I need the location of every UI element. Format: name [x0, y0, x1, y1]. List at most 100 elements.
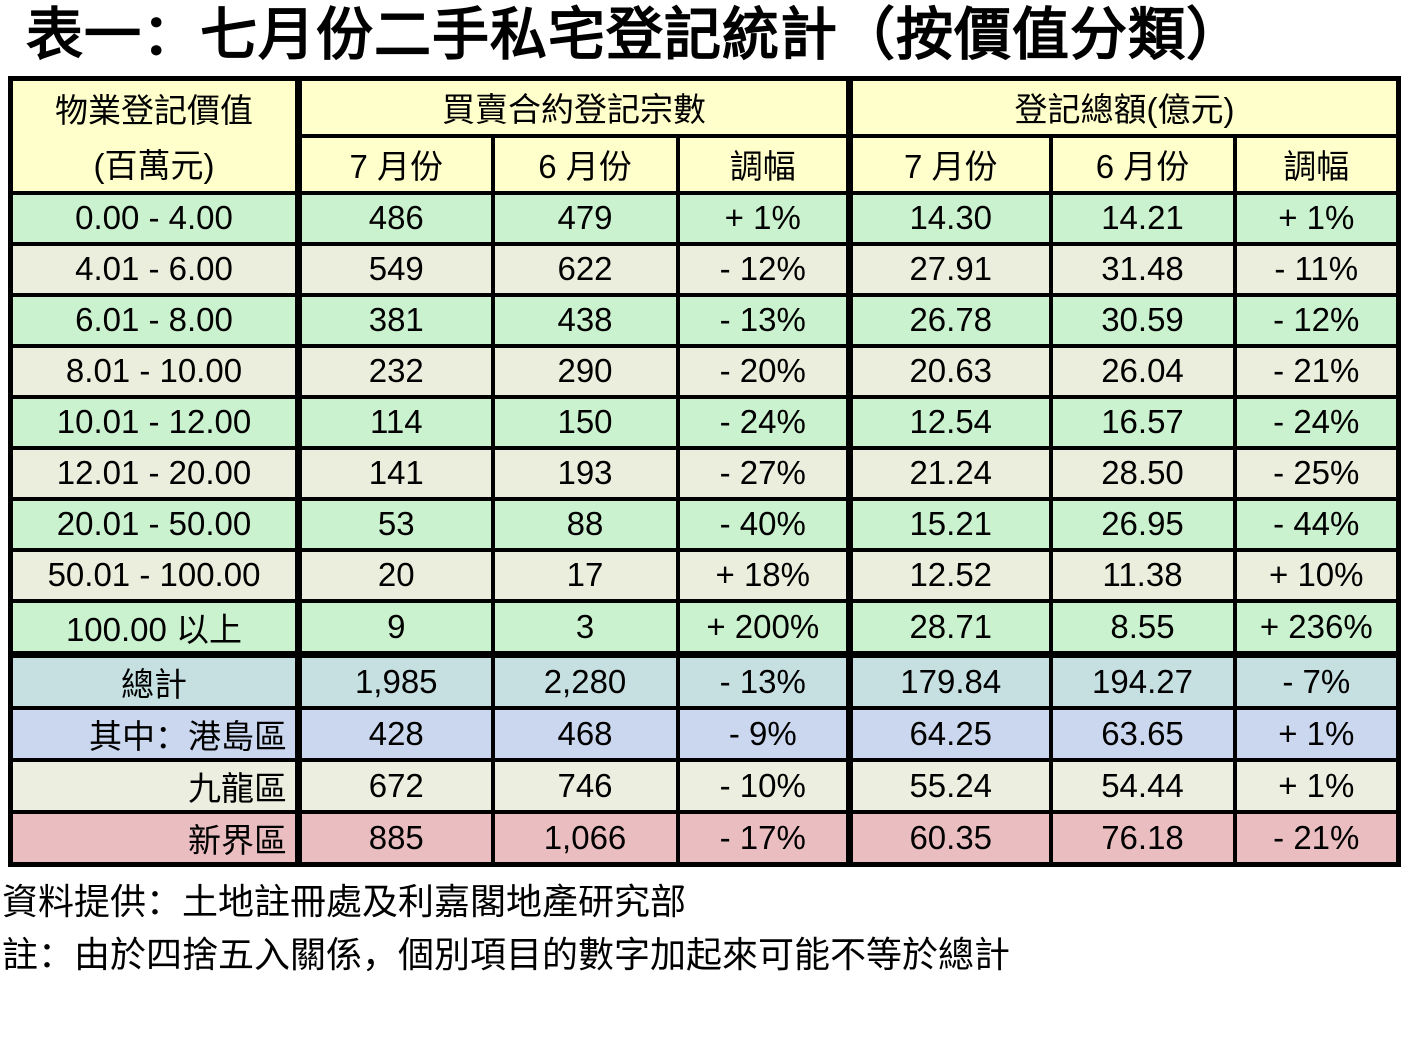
table-cell: 26.78: [846, 292, 1053, 348]
table-cell: + 10%: [1232, 547, 1401, 603]
table-cell: 1,985: [295, 650, 495, 710]
page-title: 表一：七月份二手私宅登記統計（按價值分類）: [26, 3, 1244, 67]
table-cell: 549: [295, 241, 495, 297]
table-cell: 232: [295, 343, 495, 399]
header-group-row: 物業登記價值 (百萬元) 買賣合約登記宗數 登記總額(億元): [8, 76, 1401, 195]
table-cell: 179.84: [846, 650, 1053, 710]
table-row: 100.00 以上 9 3 + 200% 28.71 8.55 + 236%: [8, 598, 1401, 657]
table-cell: 486: [295, 190, 495, 246]
table-cell: 30.59: [1048, 292, 1237, 348]
table-cell: 11.38: [1048, 547, 1237, 603]
table-cell: 479: [490, 190, 680, 246]
total-row: 總計 1,985 2,280 - 13% 179.84 194.27 - 7%: [8, 650, 1401, 710]
table-cell: 60.35: [846, 809, 1053, 867]
table-cell: 26.04: [1048, 343, 1237, 399]
table-row: 50.01 - 100.00 20 17 + 18% 12.52 11.38 +…: [8, 547, 1401, 603]
table-row: 20.01 - 50.00 53 88 - 40% 15.21 26.95 - …: [8, 496, 1401, 552]
table-row: 6.01 - 8.00 381 438 - 13% 26.78 30.59 - …: [8, 292, 1401, 348]
table-cell: - 11%: [1232, 241, 1401, 297]
row-label: 總計: [8, 650, 301, 710]
table-cell: 17: [490, 547, 680, 603]
row-label: 新界區: [8, 809, 301, 867]
table-cell: 26.95: [1048, 496, 1237, 552]
new-territories-row: 新界區 885 1,066 - 17% 60.35 76.18 - 21%: [8, 809, 1401, 867]
table-cell: 468: [490, 705, 680, 762]
table-cell: 3: [490, 598, 680, 657]
table-cell: + 236%: [1232, 598, 1401, 657]
footnotes: 資料提供：土地註冊處及利嘉閣地產研究部 註：由於四捨五入關係，個別項目的數字加起…: [2, 875, 1404, 982]
source-note: 資料提供：土地註冊處及利嘉閣地產研究部: [2, 880, 687, 922]
table-cell: - 24%: [1232, 394, 1401, 450]
header-group-contracts: 買賣合約登記宗數: [295, 76, 852, 138]
table-cell: 438: [490, 292, 680, 348]
table-cell: + 1%: [675, 190, 852, 246]
table-row: 12.01 - 20.00 141 193 - 27% 21.24 28.50 …: [8, 445, 1401, 501]
table-cell: 12.54: [846, 394, 1053, 450]
table-cell: - 25%: [1232, 445, 1401, 501]
header-contracts-jun: 6 月份: [490, 133, 680, 195]
table-row: 0.00 - 4.00 486 479 + 1% 14.30 14.21 + 1…: [8, 190, 1401, 246]
row-label: 6.01 - 8.00: [8, 292, 301, 348]
table-cell: - 24%: [675, 394, 852, 450]
registrations-table: 物業登記價值 (百萬元) 買賣合約登記宗數 登記總額(億元) 7 月份 6 月份…: [8, 75, 1402, 867]
table-cell: + 200%: [675, 598, 852, 657]
header-sub-row: 7 月份 6 月份 調幅 7 月份 6 月份 調幅: [11, 133, 1401, 195]
table-cell: 55.24: [846, 757, 1053, 814]
table-row: 4.01 - 6.00 549 622 - 12% 27.91 31.48 - …: [8, 241, 1401, 297]
rounding-note: 註：由於四捨五入關係，個別項目的數字加起來可能不等於總計: [2, 934, 1011, 976]
row-label: 其中：港島區: [8, 705, 301, 762]
island-row: 其中：港島區 428 468 - 9% 64.25 63.65 + 1%: [8, 705, 1401, 762]
table-cell: - 13%: [675, 292, 852, 348]
table-cell: 20.63: [846, 343, 1053, 399]
table-cell: - 13%: [675, 650, 852, 710]
table-cell: 622: [490, 241, 680, 297]
kowloon-row: 九龍區 672 746 - 10% 55.24 54.44 + 1%: [8, 757, 1401, 814]
table-cell: 16.57: [1048, 394, 1237, 450]
table-cell: 194.27: [1048, 650, 1237, 710]
table-row: 10.01 - 12.00 114 150 - 24% 12.54 16.57 …: [8, 394, 1401, 450]
table-cell: 672: [295, 757, 495, 814]
table-cell: 21.24: [846, 445, 1053, 501]
table-cell: 20: [295, 547, 495, 603]
table-cell: 64.25: [846, 705, 1053, 762]
table-cell: 114: [295, 394, 495, 450]
header-group-consideration: 登記總額(億元): [845, 76, 1401, 138]
table-cell: 14.30: [846, 190, 1053, 246]
table-cell: 53: [295, 496, 495, 552]
table-cell: + 18%: [675, 547, 852, 603]
table-cell: - 27%: [675, 445, 852, 501]
row-label: 0.00 - 4.00: [8, 190, 301, 246]
table-cell: 76.18: [1048, 809, 1237, 867]
header-value-band-line2: (百萬元): [93, 147, 215, 185]
table-cell: - 40%: [675, 496, 852, 552]
row-label: 100.00 以上: [8, 598, 301, 657]
row-label: 九龍區: [8, 757, 301, 814]
header-value-band-line1: 物業登記價值: [55, 92, 253, 130]
table-cell: 381: [295, 292, 495, 348]
header-contracts-change: 調幅: [675, 133, 852, 195]
header-consideration-change: 調幅: [1232, 133, 1401, 195]
table-cell: 12.52: [846, 547, 1053, 603]
row-label: 8.01 - 10.00: [8, 343, 301, 399]
table-cell: - 10%: [675, 757, 852, 814]
table-cell: 88: [490, 496, 680, 552]
header-consideration-jun: 6 月份: [1048, 133, 1237, 195]
table-cell: 54.44: [1048, 757, 1237, 814]
table-cell: 28.71: [846, 598, 1053, 657]
row-label: 4.01 - 6.00: [8, 241, 301, 297]
table-cell: - 12%: [675, 241, 852, 297]
table-cell: 1,066: [490, 809, 680, 867]
table-cell: 141: [295, 445, 495, 501]
row-label: 20.01 - 50.00: [8, 496, 301, 552]
row-label: 12.01 - 20.00: [8, 445, 301, 501]
table-cell: + 1%: [1232, 190, 1401, 246]
header-contracts-jul: 7 月份: [295, 133, 495, 195]
table-cell: - 20%: [675, 343, 852, 399]
table-cell: - 44%: [1232, 496, 1401, 552]
table-cell: - 21%: [1232, 343, 1401, 399]
table-cell: 885: [295, 809, 495, 867]
table-cell: - 7%: [1232, 650, 1401, 710]
table-cell: 8.55: [1048, 598, 1237, 657]
table-cell: - 21%: [1232, 809, 1401, 867]
header-value-band: 物業登記價值 (百萬元): [8, 76, 301, 195]
